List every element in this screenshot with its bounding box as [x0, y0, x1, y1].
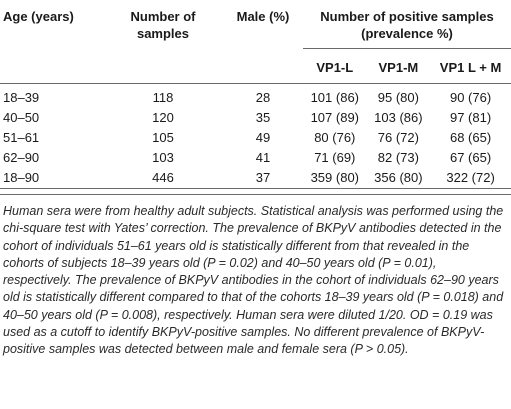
- cell-vp1-l: 80 (76): [314, 130, 356, 145]
- data-table-container: Age (years) Number of samples Male (%) N…: [0, 0, 511, 357]
- bottom-divider: [0, 194, 511, 195]
- cell-vp1-l: 107 (89): [310, 110, 359, 125]
- header-age: Age (years): [3, 9, 74, 24]
- cell-age: 18–90: [3, 170, 40, 185]
- cell-number: 446: [152, 170, 174, 185]
- table-row: 18–39 118 28 101 (86) 95 (80) 90 (76): [0, 84, 511, 108]
- header-positive-samples: Number of positive samples (prevalence %…: [303, 0, 511, 49]
- table-row: 62–90 103 41 71 (69) 82 (73) 67 (65): [0, 148, 511, 168]
- cell-age: 62–90: [3, 150, 40, 165]
- cell-male: 49: [255, 130, 271, 145]
- cell-vp1-lm: 67 (65): [449, 150, 492, 165]
- cell-age: 40–50: [3, 110, 40, 125]
- cell-male: 37: [255, 170, 271, 185]
- header-male-percent: Male (%): [236, 9, 290, 24]
- header-divider: [0, 83, 511, 84]
- table-body: 18–39 118 28 101 (86) 95 (80) 90 (76) 40…: [0, 84, 511, 195]
- cell-number: 105: [152, 130, 174, 145]
- header-positive-line2: (prevalence %): [361, 26, 453, 41]
- table-row: 18–90 446 37 359 (80) 356 (80) 322 (72): [0, 168, 511, 189]
- header-number-line1: Number of: [130, 9, 196, 24]
- bottom-rule-row: [0, 188, 511, 195]
- cell-vp1-m: 103 (86): [374, 110, 423, 125]
- cell-number: 120: [152, 110, 174, 125]
- cell-vp1-m: 82 (73): [377, 150, 419, 165]
- prevalence-table: Age (years) Number of samples Male (%) N…: [0, 0, 511, 195]
- cell-vp1-lm: 90 (76): [449, 90, 492, 105]
- header-vp1-lm: VP1 L + M: [430, 48, 511, 84]
- header-positive-line1: Number of positive samples: [320, 9, 494, 24]
- cell-vp1-lm: 97 (81): [449, 110, 492, 125]
- cell-vp1-lm: 68 (65): [449, 130, 492, 145]
- bottom-rule-line: [0, 194, 511, 195]
- cell-male: 35: [255, 110, 271, 125]
- cell-vp1-m: 76 (72): [377, 130, 419, 145]
- header-vp1-m: VP1-M: [366, 48, 431, 84]
- cell-male: 41: [255, 150, 271, 165]
- cell-vp1-l: 359 (80): [310, 170, 359, 185]
- cell-vp1-m: 356 (80): [374, 170, 423, 185]
- header-row-sub: VP1-L VP1-M VP1 L + M: [0, 48, 511, 84]
- bottom-spacer: [0, 188, 511, 195]
- cell-number: 118: [152, 90, 174, 105]
- header-vp1-l: VP1-L: [303, 48, 367, 84]
- table-row: 40–50 120 35 107 (89) 103 (86) 97 (81): [0, 108, 511, 128]
- header-row-main: Age (years) Number of samples Male (%) N…: [0, 0, 511, 49]
- table-row: 51–61 105 49 80 (76) 76 (72) 68 (65): [0, 128, 511, 148]
- cell-vp1-lm: 322 (72): [446, 170, 495, 185]
- cell-number: 103: [152, 150, 174, 165]
- cell-age: 18–39: [3, 90, 40, 105]
- cell-age: 51–61: [3, 130, 40, 145]
- cell-male: 28: [255, 90, 271, 105]
- table-footnote: Human sera were from healthy adult subje…: [3, 204, 504, 357]
- header-number-of-samples: Number of samples: [103, 0, 223, 84]
- header-number-line2: samples: [136, 26, 190, 41]
- cell-vp1-l: 101 (86): [310, 90, 359, 105]
- cell-vp1-m: 95 (80): [377, 90, 419, 105]
- header-rule-row: [0, 83, 511, 84]
- table-header: Age (years) Number of samples Male (%) N…: [0, 0, 511, 84]
- cell-vp1-l: 71 (69): [314, 150, 356, 165]
